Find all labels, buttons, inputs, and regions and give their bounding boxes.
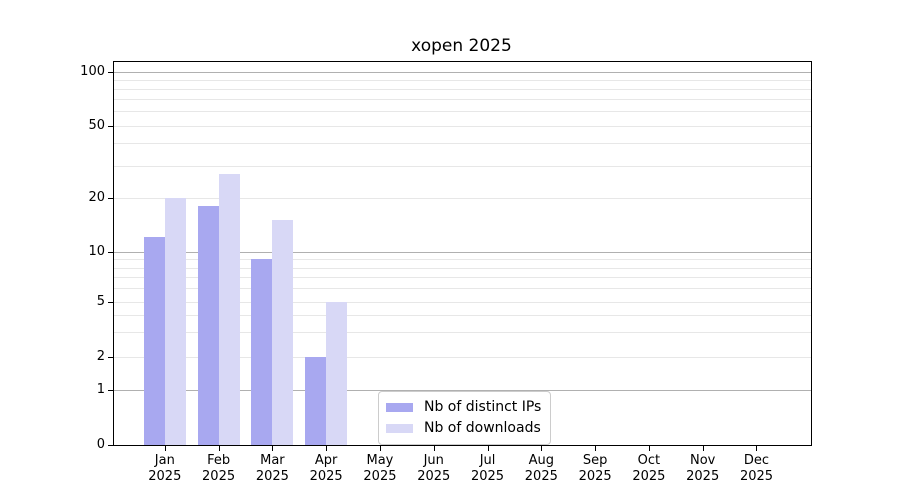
x-tick-mark [595, 446, 597, 451]
x-tick-label: Aug 2025 [524, 453, 558, 484]
bar-feb-distinct-ips [197, 205, 219, 445]
legend-item-distinct-ips: Nb of distinct IPs [386, 397, 541, 418]
minor-gridline [114, 111, 811, 113]
y-tick-label: 0 [96, 437, 105, 452]
minor-gridline [114, 332, 811, 334]
x-tick-label: Sep 2025 [578, 453, 612, 484]
y-tick-mark [108, 197, 113, 199]
legend-item-downloads: Nb of downloads [386, 418, 541, 439]
plot-area: Nb of distinct IPs Nb of downloads [113, 61, 812, 446]
y-tick-mark [108, 389, 113, 391]
minor-gridline [114, 314, 811, 316]
bar-jan-distinct-ips [143, 237, 165, 445]
major-gridline [114, 251, 811, 253]
y-tick-mark [108, 356, 113, 358]
chart-title: xopen 2025 [411, 36, 512, 56]
x-tick-mark [648, 446, 650, 451]
minor-gridline [114, 165, 811, 167]
x-tick-mark [756, 446, 758, 451]
y-tick-mark [108, 251, 113, 253]
x-tick-mark [702, 446, 704, 451]
x-tick-label: Dec 2025 [739, 453, 774, 484]
minor-gridline [114, 143, 811, 145]
y-tick-label: 5 [96, 293, 105, 309]
minor-gridline [114, 197, 811, 199]
minor-gridline [114, 288, 811, 290]
minor-gridline [114, 267, 811, 269]
minor-gridline [114, 125, 811, 127]
y-tick-mark [108, 301, 113, 303]
x-tick-label: May 2025 [363, 453, 397, 484]
x-tick-label: Nov 2025 [686, 453, 720, 484]
legend-swatch-downloads [386, 424, 413, 433]
minor-gridline [114, 259, 811, 261]
minor-gridline [114, 88, 811, 90]
x-tick-mark [487, 446, 489, 451]
bar-mar-downloads [272, 219, 294, 445]
x-tick-label: Oct 2025 [632, 453, 666, 484]
x-tick-label: Mar 2025 [255, 453, 289, 484]
x-tick-mark [272, 446, 274, 451]
y-tick-label: 1 [96, 381, 105, 397]
x-tick-mark [541, 446, 543, 451]
minor-gridline [114, 301, 811, 303]
x-tick-label: Jul 2025 [470, 453, 505, 484]
y-tick-mark [108, 125, 113, 127]
bar-mar-distinct-ips [251, 259, 273, 445]
x-tick-label: Jan 2025 [148, 453, 182, 484]
bar-jan-downloads [164, 197, 186, 445]
minor-gridline [114, 356, 811, 358]
x-tick-mark [326, 446, 328, 451]
x-tick-mark [433, 446, 435, 451]
legend-label-distinct-ips: Nb of distinct IPs [424, 399, 542, 415]
major-gridline [114, 389, 811, 391]
bar-feb-downloads [218, 173, 240, 445]
y-tick-label: 100 [80, 63, 105, 79]
minor-gridline [114, 277, 811, 279]
x-tick-label: Jun 2025 [417, 453, 451, 484]
x-tick-mark [218, 446, 220, 451]
x-tick-mark [379, 446, 381, 451]
y-tick-mark [108, 445, 113, 446]
x-tick-label: Apr 2025 [309, 453, 343, 484]
minor-gridline [114, 79, 811, 81]
y-tick-label: 50 [88, 117, 105, 133]
y-tick-mark [108, 71, 113, 73]
major-gridline [114, 71, 811, 73]
bar-apr-downloads [326, 301, 348, 445]
y-tick-label: 20 [88, 189, 105, 205]
x-tick-label: Feb 2025 [202, 453, 236, 484]
y-tick-label: 2 [96, 348, 105, 364]
legend-swatch-distinct-ips [386, 403, 413, 412]
x-tick-mark [164, 446, 166, 451]
bar-apr-distinct-ips [305, 356, 327, 445]
minor-gridline [114, 99, 811, 101]
legend-label-downloads: Nb of downloads [424, 420, 541, 436]
y-tick-label: 10 [88, 243, 105, 259]
legend: Nb of distinct IPs Nb of downloads [378, 391, 552, 445]
